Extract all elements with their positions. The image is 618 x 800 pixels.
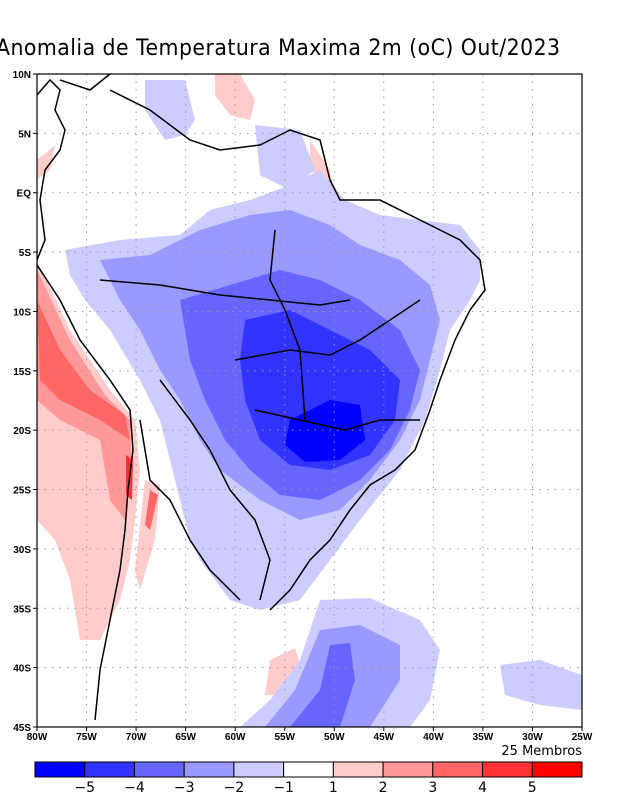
country-borders bbox=[37, 74, 486, 721]
anomaly-neg-1e bbox=[500, 660, 582, 710]
legend-swatch bbox=[283, 761, 334, 778]
border-interior-4 bbox=[159, 379, 271, 601]
lon-tick-label: 45W bbox=[374, 732, 395, 743]
lat-tick-label: 40S bbox=[13, 664, 31, 675]
lat-tick-label: 25S bbox=[13, 486, 31, 497]
lon-tick-label: 75W bbox=[76, 732, 97, 743]
border-interior-2 bbox=[234, 299, 421, 361]
legend-swatch bbox=[133, 761, 185, 778]
legend-label: −2 bbox=[224, 780, 245, 796]
lat-tick-label: 45S bbox=[13, 723, 31, 734]
lat-tick-label: 5N bbox=[18, 129, 31, 140]
anomaly-neg-1b bbox=[145, 80, 195, 140]
legend-swatch bbox=[84, 761, 135, 778]
legend-swatch bbox=[183, 761, 235, 778]
lat-tick-label: EQ bbox=[17, 189, 32, 200]
lon-tick-label: 25W bbox=[572, 732, 593, 743]
lat-tick-label: 30S bbox=[13, 545, 31, 556]
border-interior-3 bbox=[254, 409, 420, 431]
colorbar-legend: −5 −4 −3 −2 −1 1 2 3 4 5 bbox=[34, 761, 583, 796]
coastline-pacific bbox=[37, 264, 134, 721]
anomaly-pos-6 bbox=[145, 490, 158, 530]
lat-tick-label: 5S bbox=[19, 248, 32, 259]
map-title: Anomalia de Temperatura Maxima 2m (oC) O… bbox=[0, 36, 561, 61]
legend-swatch bbox=[233, 761, 285, 778]
border-interior-6 bbox=[269, 229, 306, 421]
legend-swatch bbox=[382, 761, 434, 778]
legend-label: 5 bbox=[528, 780, 537, 796]
legend-label: 4 bbox=[478, 780, 487, 796]
legend-swatch bbox=[531, 761, 583, 778]
legend-swatch bbox=[432, 761, 484, 778]
lon-tick-label: 70W bbox=[126, 732, 147, 743]
legend-swatch bbox=[34, 761, 86, 778]
anomaly-field bbox=[37, 74, 582, 727]
coastline-north bbox=[59, 74, 486, 611]
legend-label: 3 bbox=[428, 780, 437, 796]
lat-tick-label: 10N bbox=[13, 70, 31, 81]
lon-tick-label: 50W bbox=[324, 732, 345, 743]
lon-axis: 80W 75W 70W 65W 60W 55W 50W 45W 40W 35W 30W 25W bbox=[27, 727, 593, 743]
border-interior-1 bbox=[99, 279, 351, 306]
lon-tick-label: 30W bbox=[522, 732, 543, 743]
legend-swatch bbox=[332, 761, 384, 778]
lat-axis: 10N 5N EQ 5S 10S 15S 20S 25S 30S 35S 40S 45S bbox=[13, 70, 37, 734]
anomaly-pos-west bbox=[37, 145, 55, 180]
lon-tick-label: 60W bbox=[225, 732, 246, 743]
lat-tick-label: 35S bbox=[13, 604, 31, 615]
coastline-west bbox=[37, 78, 66, 261]
lon-tick-label: 80W bbox=[27, 732, 48, 743]
anomaly-neg-3b bbox=[290, 643, 355, 727]
legend-label: −4 bbox=[124, 780, 145, 796]
border-interior-5 bbox=[139, 419, 241, 601]
legend-swatch bbox=[482, 761, 533, 778]
anomaly-pos-3 bbox=[37, 300, 130, 440]
map-frame bbox=[36, 73, 583, 728]
lon-tick-label: 35W bbox=[473, 732, 494, 743]
members-label: 25 Membros bbox=[501, 744, 582, 759]
lat-tick-label: 20S bbox=[13, 426, 31, 437]
lon-tick-label: 40W bbox=[423, 732, 444, 743]
lat-tick-label: 10S bbox=[13, 307, 31, 318]
lon-tick-label: 65W bbox=[175, 732, 196, 743]
lon-tick-label: 55W bbox=[274, 732, 295, 743]
legend-label: −1 bbox=[273, 780, 294, 796]
legend-label: 1 bbox=[329, 780, 338, 796]
legend-label: −3 bbox=[174, 780, 195, 796]
legend-label: −5 bbox=[74, 780, 95, 796]
lat-tick-label: 15S bbox=[13, 367, 31, 378]
legend-label: 2 bbox=[379, 780, 388, 796]
